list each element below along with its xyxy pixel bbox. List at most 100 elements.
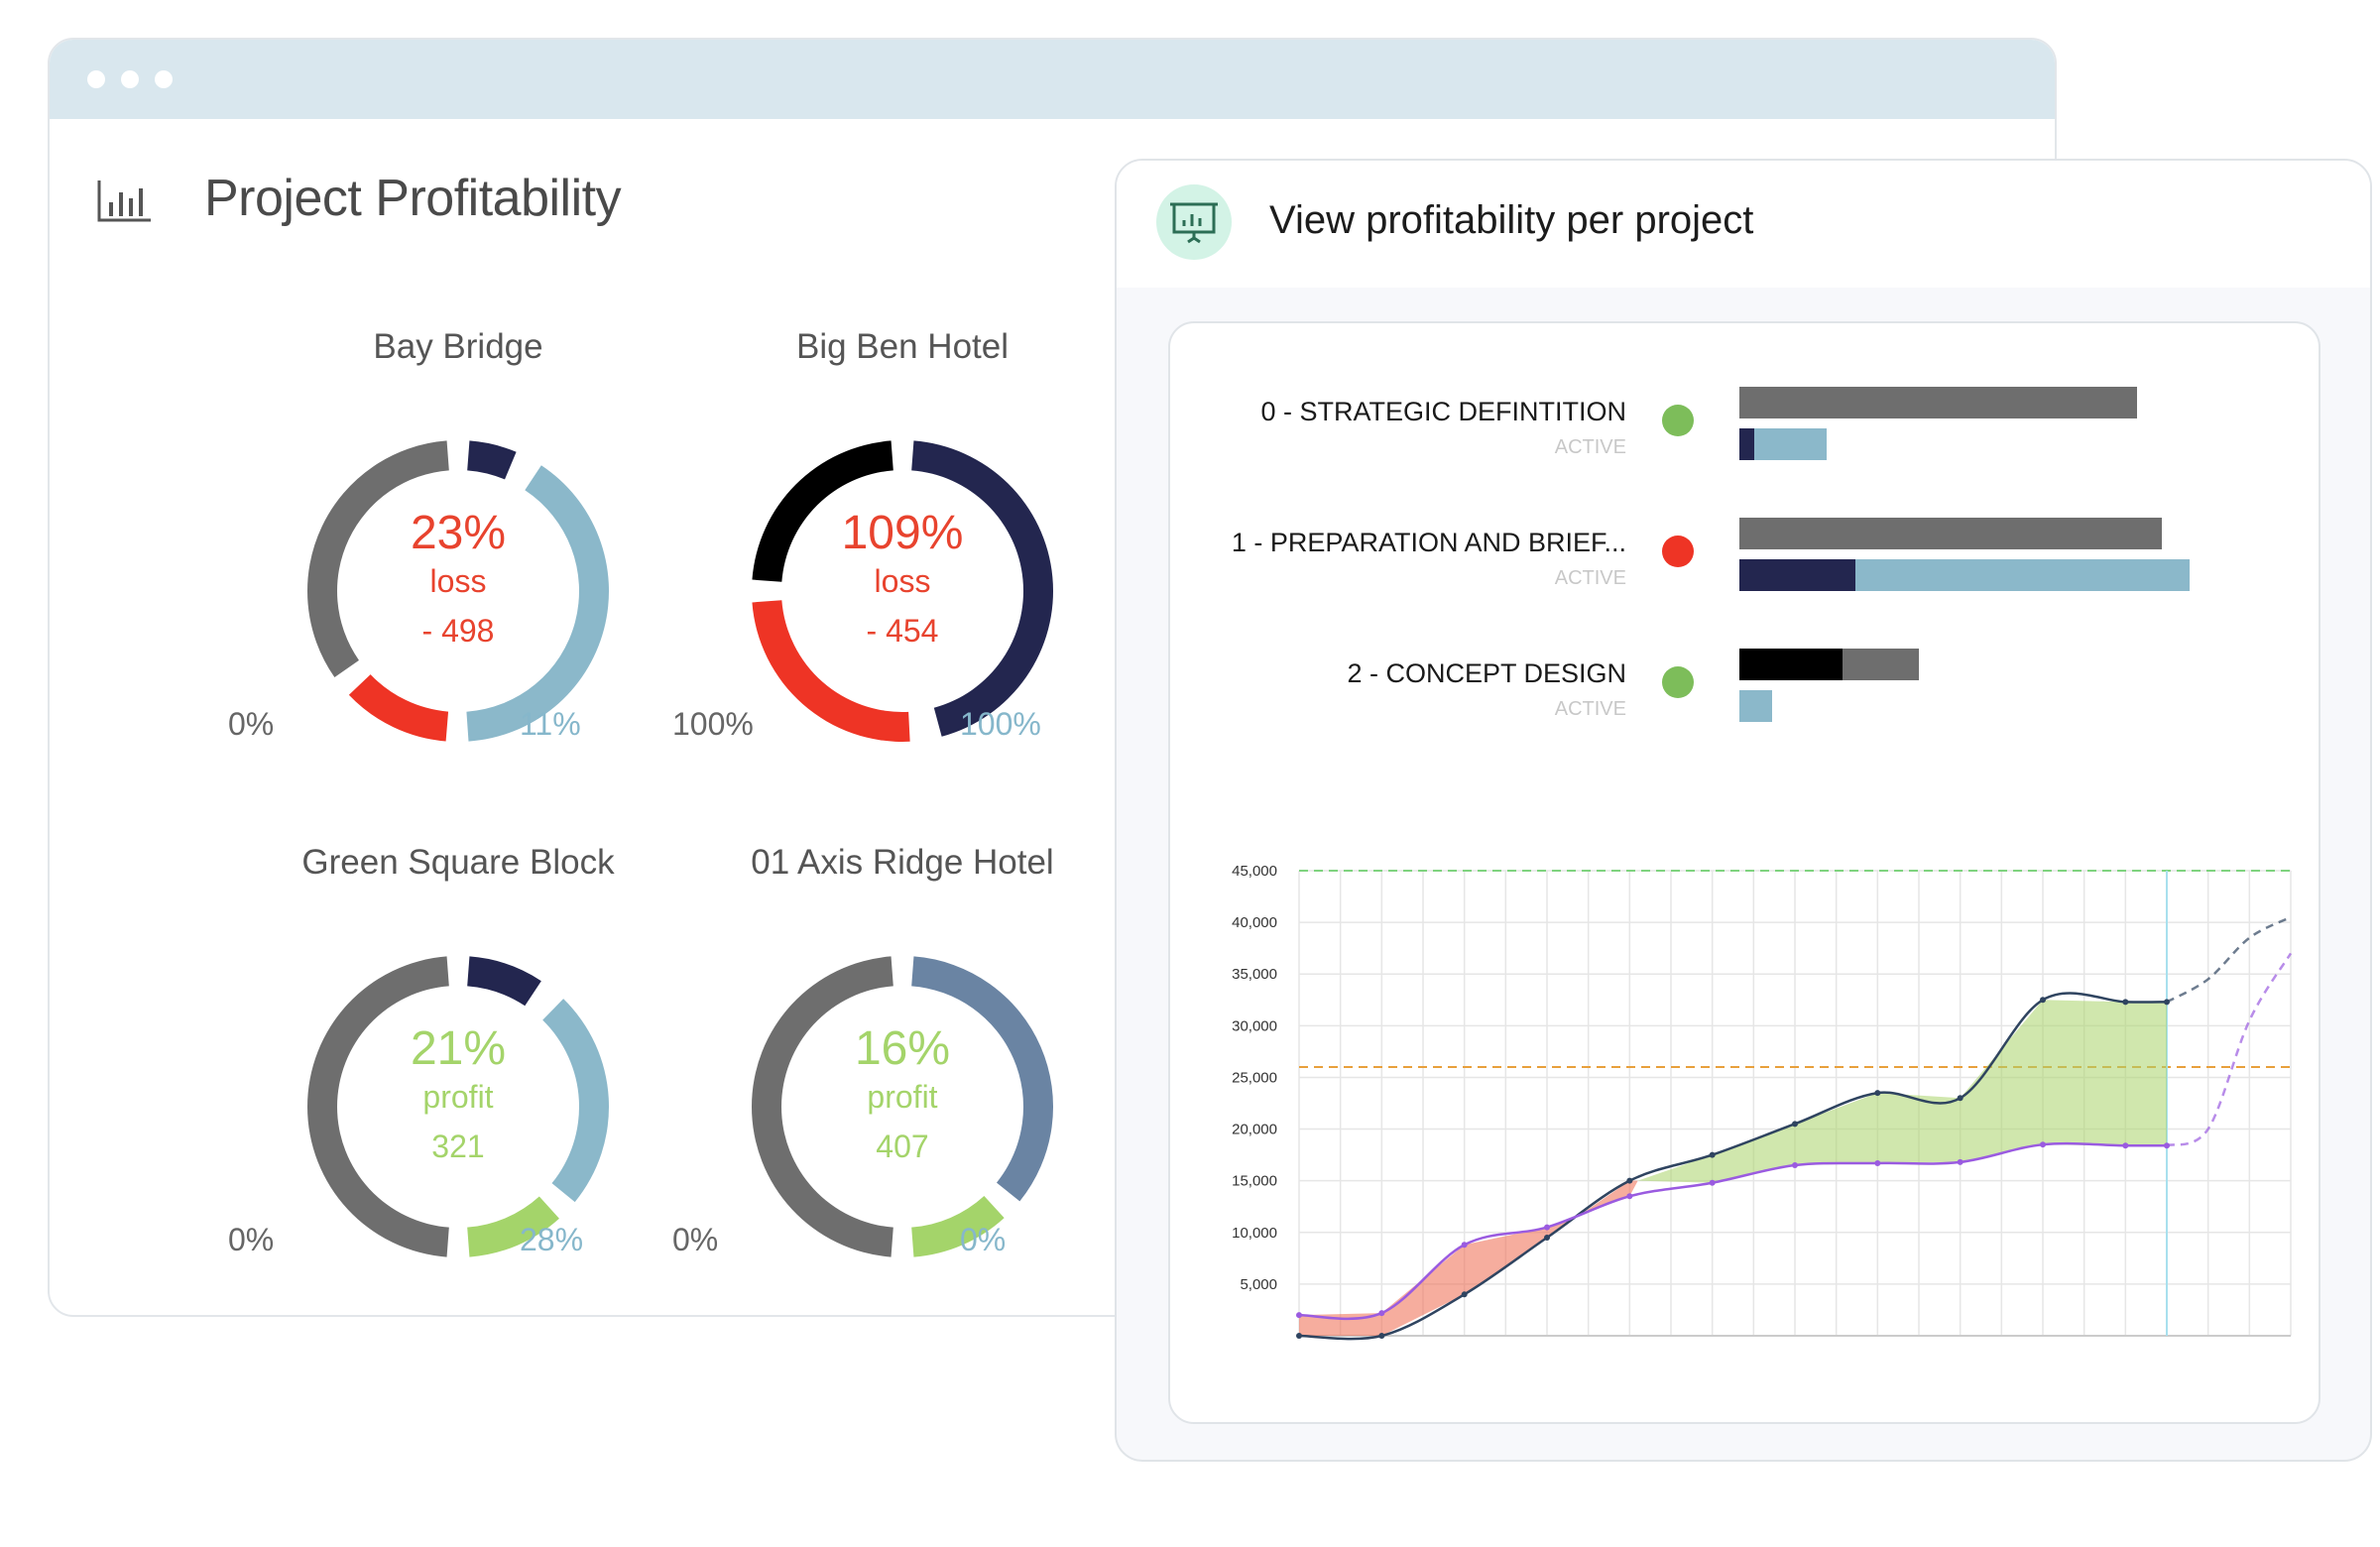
data-point <box>1378 1333 1385 1339</box>
data-point <box>1792 1162 1798 1169</box>
data-point <box>2040 1141 2046 1148</box>
data-point <box>1957 1158 1964 1165</box>
profit-amount: 321 <box>431 1129 485 1164</box>
min-label: 0% <box>228 1222 275 1257</box>
page-title: Project Profitability <box>204 170 622 227</box>
donut-chart[interactable] <box>734 938 1071 1275</box>
y-tick-label: 10,000 <box>1232 1225 1277 1242</box>
phase-status: ACTIVE <box>1554 698 1626 720</box>
donut-segment[interactable] <box>466 465 609 742</box>
phase-bar-segment[interactable] <box>1739 428 1754 460</box>
phase-status: ACTIVE <box>1554 436 1626 458</box>
phase-bar-segment[interactable] <box>1739 649 1844 680</box>
data-point <box>1296 1333 1302 1339</box>
max-label: 28% <box>520 1222 584 1257</box>
donut-segment[interactable] <box>752 440 893 582</box>
window-titlebar <box>50 40 2055 119</box>
data-point <box>1874 1090 1881 1097</box>
phase-bar-segment[interactable] <box>1739 387 2138 418</box>
data-point <box>1544 1224 1550 1231</box>
profit-status-word: profit <box>422 1079 494 1115</box>
min-label: 0% <box>672 1222 719 1257</box>
donut-segment[interactable] <box>307 956 449 1257</box>
profit-status-word: loss <box>429 563 487 599</box>
profit-amount: 407 <box>876 1129 929 1164</box>
donut-segment[interactable] <box>911 440 1053 737</box>
data-point <box>1461 1242 1468 1249</box>
donut-segment[interactable] <box>307 440 449 678</box>
y-tick-label: 15,000 <box>1232 1173 1277 1190</box>
project-profitability-panel: View profitability per project 0 - STRAT… <box>1115 159 2372 1462</box>
max-label: 100% <box>960 706 1041 742</box>
data-point <box>2122 1142 2129 1149</box>
data-point <box>1296 1312 1302 1319</box>
y-tick-label: 20,000 <box>1232 1122 1277 1138</box>
window-dot-icon[interactable] <box>87 70 105 88</box>
data-point <box>1874 1159 1881 1166</box>
donut-segment[interactable] <box>467 440 517 480</box>
phase-bar-segment[interactable] <box>1739 690 1773 722</box>
profit-percent: 21% <box>410 1022 507 1075</box>
phase-status-dot <box>1662 666 1694 698</box>
phase-status-dot <box>1662 536 1694 567</box>
donut-segment[interactable] <box>467 956 541 1007</box>
max-label: 0% <box>960 1222 1007 1257</box>
donut-segment[interactable] <box>348 674 449 742</box>
project-title: Bay Bridge <box>373 327 543 366</box>
data-point <box>1626 1193 1633 1200</box>
donut-segment[interactable] <box>911 1195 1005 1257</box>
donut-chart[interactable] <box>734 422 1071 760</box>
y-tick-label: 25,000 <box>1232 1069 1277 1086</box>
donut-segment[interactable] <box>467 1196 559 1257</box>
donut-chart[interactable] <box>290 938 627 1275</box>
y-tick-label: 35,000 <box>1232 966 1277 983</box>
y-tick-label: 45,000 <box>1232 863 1277 880</box>
bar-chart-icon <box>97 180 151 222</box>
data-point <box>2122 999 2129 1006</box>
phase-bar-segment[interactable] <box>1753 428 1827 460</box>
difference-area <box>1299 1180 1638 1336</box>
donut-segment[interactable] <box>542 999 609 1203</box>
y-tick-label: 30,000 <box>1232 1017 1277 1034</box>
phase-name[interactable]: 2 - CONCEPT DESIGN <box>1347 658 1626 688</box>
min-label: 100% <box>672 706 754 742</box>
donut-segment[interactable] <box>752 600 910 742</box>
profit-status-word: profit <box>867 1079 938 1115</box>
profit-percent: 109% <box>841 507 964 559</box>
donut-segment[interactable] <box>752 956 893 1257</box>
phase-bar-segment[interactable] <box>1855 559 2190 591</box>
phase-card: 0 - STRATEGIC DEFINTITION ACTIVE 1 - PRE… <box>1168 321 2320 1424</box>
profit-status-word: loss <box>874 563 931 599</box>
panel-header: View profitability per project <box>1117 161 2370 288</box>
phase-bar-segment[interactable] <box>1739 559 1856 591</box>
donut-chart[interactable] <box>290 422 627 760</box>
phase-bar-segment[interactable] <box>1843 649 1920 680</box>
forecast-line <box>2166 952 2293 1147</box>
data-point <box>1709 1151 1716 1158</box>
max-label: 11% <box>520 706 581 742</box>
project-title: Green Square Block <box>301 843 615 882</box>
y-tick-label: 5,000 <box>1240 1276 1277 1293</box>
data-point <box>1792 1121 1798 1128</box>
phase-name[interactable]: 1 - PREPARATION AND BRIEF... <box>1231 528 1626 557</box>
profit-percent: 23% <box>410 507 507 559</box>
min-label: 0% <box>228 706 275 742</box>
donut-segment[interactable] <box>911 956 1053 1202</box>
profit-amount: - 498 <box>421 613 495 649</box>
data-point <box>1957 1095 1964 1102</box>
phase-name[interactable]: 0 - STRATEGIC DEFINTITION <box>1260 397 1626 426</box>
profit-amount: - 454 <box>866 613 939 649</box>
project-title: 01 Axis Ridge Hotel <box>751 843 1054 882</box>
data-point <box>1544 1234 1550 1241</box>
window-dot-icon[interactable] <box>155 70 173 88</box>
phase-bar-segment[interactable] <box>1739 518 2163 549</box>
profit-percent: 16% <box>854 1022 951 1075</box>
window-dot-icon[interactable] <box>121 70 139 88</box>
y-tick-label: 40,000 <box>1232 914 1277 931</box>
data-point <box>1626 1177 1633 1184</box>
presentation-chart-icon <box>1156 184 1232 260</box>
data-point <box>1461 1291 1468 1298</box>
data-point <box>1378 1310 1385 1317</box>
profitability-line-chart[interactable]: 45,000 40,000 35,000 30,000 25,000 20,000 15,0… <box>1170 789 2320 1404</box>
phase-status-dot <box>1662 405 1694 436</box>
